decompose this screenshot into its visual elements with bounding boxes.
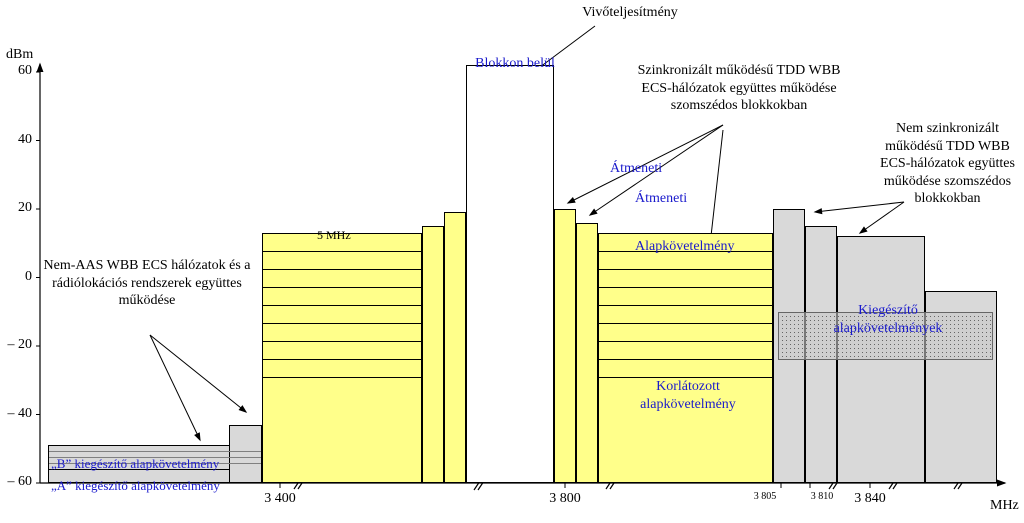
y-tick-label: 40 — [0, 132, 32, 148]
top-label: Vivőteljesítmény — [540, 4, 720, 22]
y-tick-label: – 20 — [0, 337, 32, 353]
five-mhz: 5 MHz — [317, 228, 367, 243]
korlatozott-label: Korlátozott alapkövetelmény — [608, 378, 768, 413]
alap-label: Alapkövetelmény — [635, 238, 775, 256]
x-axis-title: MHz — [990, 497, 1024, 515]
atmeneti-1: Átmeneti — [610, 160, 700, 178]
bar — [422, 226, 444, 483]
x-tick-label: 3 805 — [735, 491, 795, 502]
hatch-line — [599, 305, 772, 306]
bar — [466, 65, 554, 483]
y-tick-label: 0 — [0, 269, 32, 285]
bar — [444, 212, 466, 483]
nonaas-label: Nem-AAS WBB ECS hálózatok és a rádióloká… — [30, 257, 264, 310]
hatch-line — [263, 305, 421, 306]
hatch-line — [263, 287, 421, 288]
hatch-line — [599, 287, 772, 288]
hatch-line — [263, 323, 421, 324]
bar — [262, 233, 422, 483]
hatch-line — [263, 269, 421, 270]
hatch-line — [263, 359, 421, 360]
y-axis-title: dBm — [6, 46, 46, 64]
x-tick-label: 3 400 — [250, 491, 310, 507]
tdd-async-label: Nem szinkronizált működésű TDD WBB ECS-h… — [870, 120, 1024, 208]
hatch-line — [263, 341, 421, 342]
hatch-line — [263, 377, 421, 378]
y-tick-label: 60 — [0, 63, 32, 79]
supp-a: „A” kiegészítő alapkövetelmény — [51, 478, 256, 494]
hatch-line — [599, 359, 772, 360]
hatch-line — [263, 251, 421, 252]
y-tick-label: 20 — [0, 200, 32, 216]
hatch-line — [599, 341, 772, 342]
y-tick-label: – 60 — [0, 474, 32, 490]
y-tick-label: – 40 — [0, 406, 32, 422]
bar — [229, 425, 262, 483]
kieg-label: Kiegészítő alapkövetelmények — [803, 302, 973, 337]
inblock-label: Blokkon belül — [450, 55, 580, 73]
bar — [598, 233, 773, 483]
hatch-line — [49, 451, 261, 452]
hatch-line — [599, 323, 772, 324]
atmeneti-2: Átmeneti — [635, 190, 725, 208]
hatch-line — [599, 269, 772, 270]
bar — [837, 236, 925, 483]
bar — [576, 223, 598, 483]
bar — [554, 209, 576, 483]
x-tick-label: 3 800 — [535, 491, 595, 507]
tdd-sync-label: Szinkronizált működésű TDD WBB ECS-hálóz… — [624, 62, 854, 115]
supp-b: „B” kiegészítő alapkövetelmény — [51, 456, 256, 472]
x-tick-label: 3 840 — [840, 491, 900, 507]
